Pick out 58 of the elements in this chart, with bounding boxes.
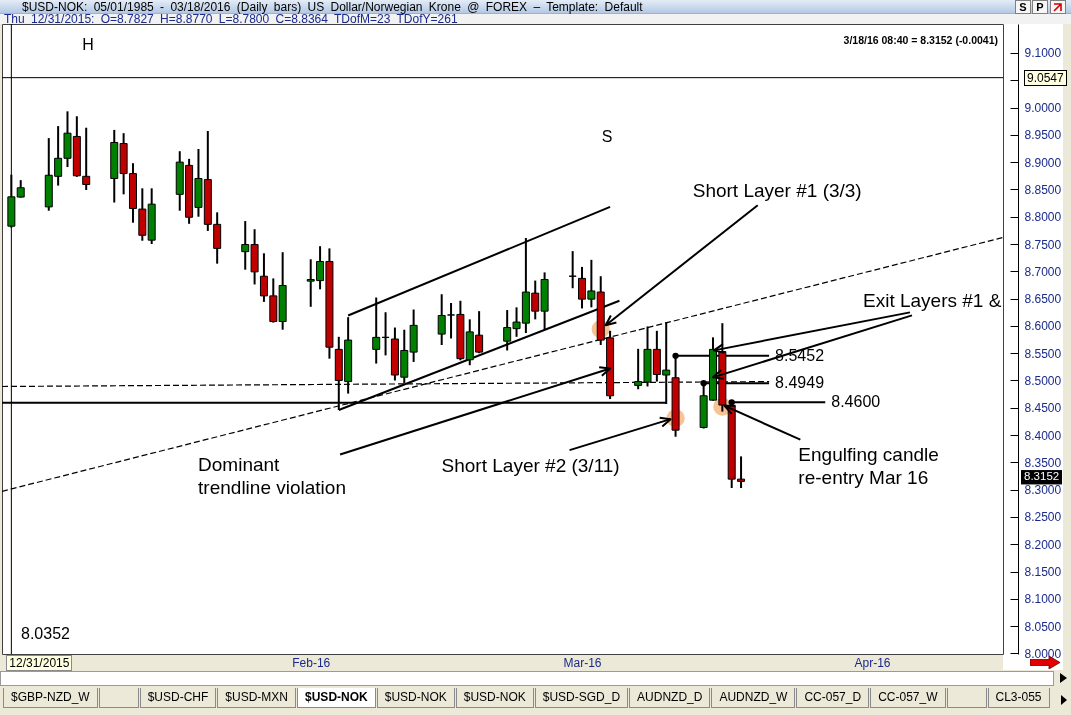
y-tick-label: 8.0000 bbox=[1024, 646, 1062, 661]
y-tick-label: 8.1500 bbox=[1024, 565, 1062, 580]
annotation: Short Layer #2 (3/11) bbox=[441, 454, 620, 476]
y-tick-label: 8.1000 bbox=[1024, 592, 1062, 607]
y-tick-label: 8.2000 bbox=[1024, 537, 1062, 552]
tab: $USD-SGD_D bbox=[534, 688, 629, 708]
y-tick-label: 8.7000 bbox=[1024, 264, 1062, 279]
annotation: 8.0352 bbox=[20, 625, 71, 642]
tab: CL3-055 bbox=[987, 688, 1050, 708]
y-tick-label: 8.6500 bbox=[1024, 292, 1062, 307]
y-tick-label: 8.3000 bbox=[1024, 483, 1062, 498]
text: 8.3152 bbox=[1021, 470, 1063, 484]
y-tick-label: 8.8000 bbox=[1024, 210, 1062, 225]
y-tick-label: 8.8500 bbox=[1024, 182, 1062, 197]
annotation: Short Layer #1 (3/3) bbox=[692, 179, 862, 201]
x-tick-label: Feb-16 bbox=[292, 655, 331, 670]
y-tick-label: 8.4000 bbox=[1024, 428, 1062, 443]
candlestick bbox=[82, 126, 91, 191]
tab: $GBP-NZD_W bbox=[3, 688, 98, 708]
annotation: 8.5452 bbox=[775, 346, 825, 364]
y-tick-label: 8.2500 bbox=[1024, 510, 1062, 525]
tab: $USD-CHF bbox=[139, 688, 217, 708]
ref-line-label: 9.0547 bbox=[1024, 69, 1067, 86]
tab: $USD-NOK bbox=[376, 688, 455, 708]
annotation: 8.4949 bbox=[775, 374, 825, 392]
y-tick-label: 8.3500 bbox=[1024, 455, 1062, 470]
y-tick-label: 8.5000 bbox=[1024, 373, 1062, 388]
tab: CC-057_W bbox=[870, 688, 946, 708]
y-tick-label: 8.9500 bbox=[1024, 128, 1062, 143]
x-tick-label: Apr-16 bbox=[854, 655, 891, 670]
annotation: H bbox=[82, 36, 94, 53]
y-tick-label: 8.9000 bbox=[1024, 155, 1062, 170]
tab: AUDNZD_D bbox=[629, 688, 711, 708]
y-tick-label: 8.0500 bbox=[1024, 619, 1062, 634]
y-tick-label: 8.5500 bbox=[1024, 346, 1062, 361]
annotation: 8.4600 bbox=[831, 393, 881, 411]
chart-subtitle: Thu 12/31/2015: O=8.7827 H=8.8770 L=8.7800 C=8.8364 TDofM=23 TDofY=261 bbox=[4, 12, 458, 26]
candlestick bbox=[437, 293, 446, 347]
tab: $USD-NOK bbox=[455, 688, 534, 708]
annotation: Exit Layers #1 & bbox=[862, 289, 1002, 311]
tab: AUDNZD_W bbox=[711, 688, 796, 708]
annotation: 3/18/16 08:40 = 8.3152 (-0.0041) bbox=[843, 33, 998, 46]
y-tick-label: 8.4500 bbox=[1024, 401, 1062, 416]
tab: CC-057_D bbox=[796, 688, 870, 708]
annotation: Engulfing candle re-entry Mar 16 bbox=[798, 444, 939, 490]
tab: $USD-NOK bbox=[297, 688, 376, 708]
y-tick-label: 9.0000 bbox=[1024, 101, 1062, 116]
x-tick-label: Mar-16 bbox=[563, 655, 602, 670]
y-tick-label: 8.6000 bbox=[1024, 319, 1062, 334]
chart-title: $USD-NOK: 05/01/1985 - 03/18/2016 (Daily bars) US Dollar/Norwegian Krone @ FOREX – Template: Default bbox=[22, 0, 643, 14]
tab: $USD-MXN bbox=[217, 688, 297, 708]
y-tick-label: 9.1000 bbox=[1024, 46, 1062, 61]
button: S bbox=[1015, 0, 1031, 14]
annotation: Dominant trendline violation bbox=[198, 454, 346, 500]
annotation: S bbox=[601, 128, 613, 145]
ref-line-label: 12/31/2015 bbox=[6, 654, 73, 671]
y-tick-label: 8.7500 bbox=[1024, 237, 1062, 252]
button: P bbox=[1032, 0, 1048, 14]
